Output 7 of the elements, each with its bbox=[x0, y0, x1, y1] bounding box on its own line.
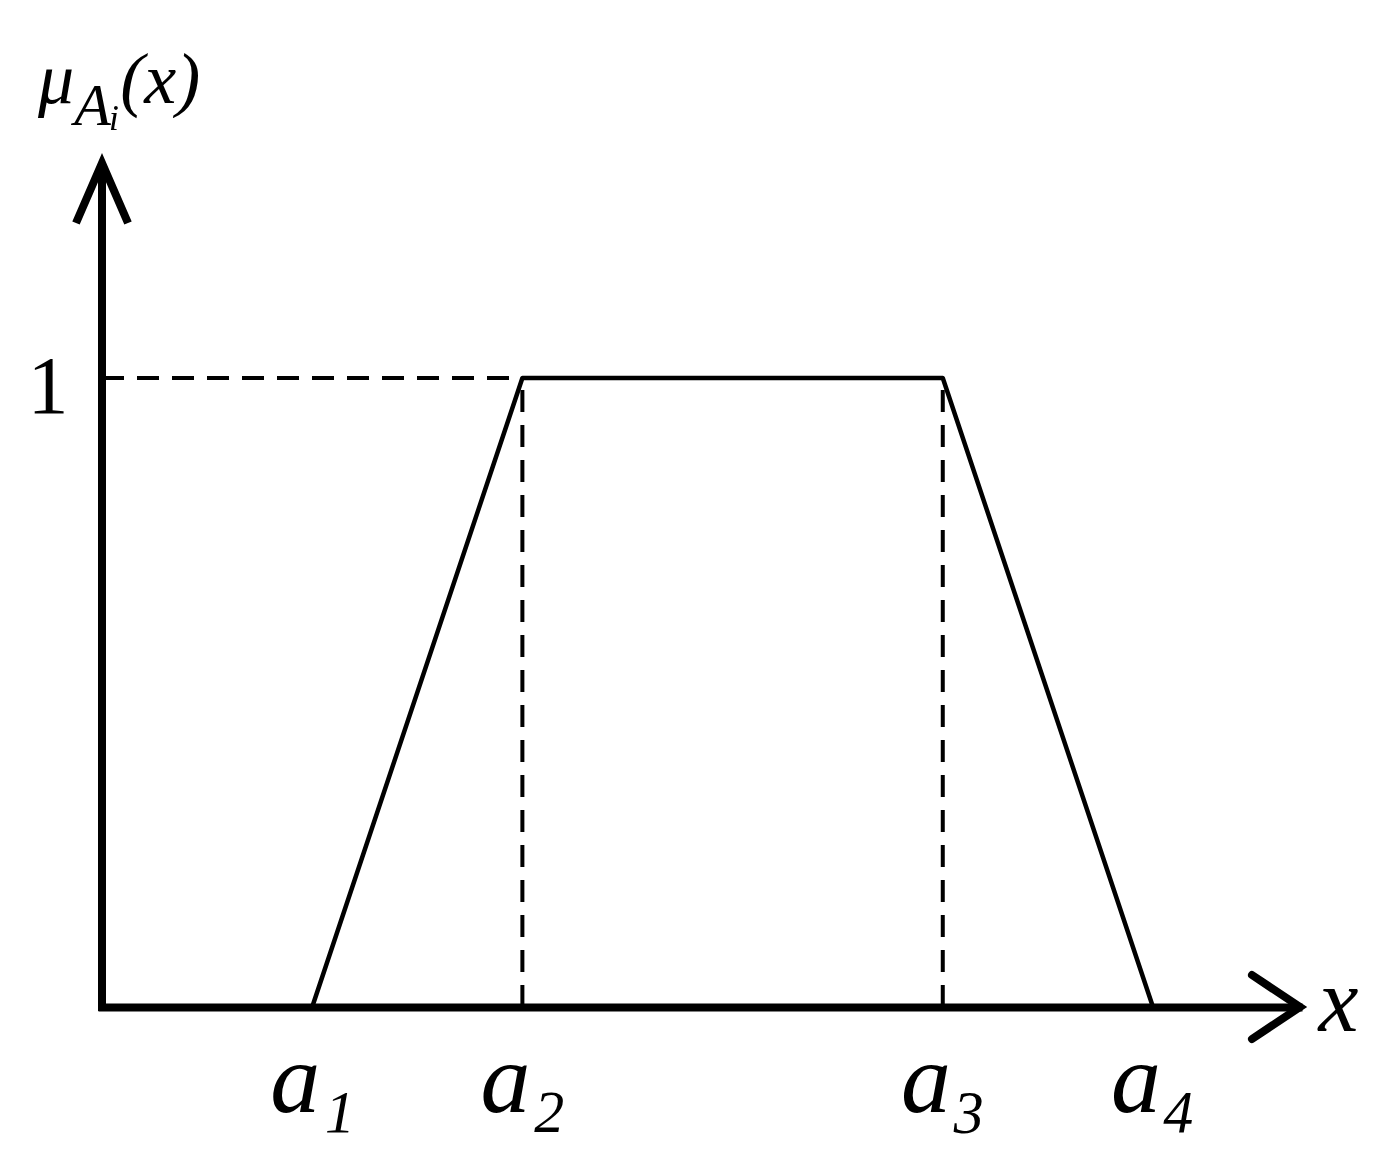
text: 1 bbox=[27, 339, 69, 431]
x-tick-label: a₂ bbox=[480, 1022, 566, 1134]
y-axis-title: μ$_{Aᵢ}$(x) bbox=[37, 39, 201, 138]
x-tick-label: a₁ bbox=[270, 1022, 356, 1134]
x-axis-title: x bbox=[1316, 950, 1359, 1050]
x-tick-label: a₃ bbox=[900, 1022, 986, 1134]
x-tick-label: a₄ bbox=[1111, 1022, 1196, 1134]
